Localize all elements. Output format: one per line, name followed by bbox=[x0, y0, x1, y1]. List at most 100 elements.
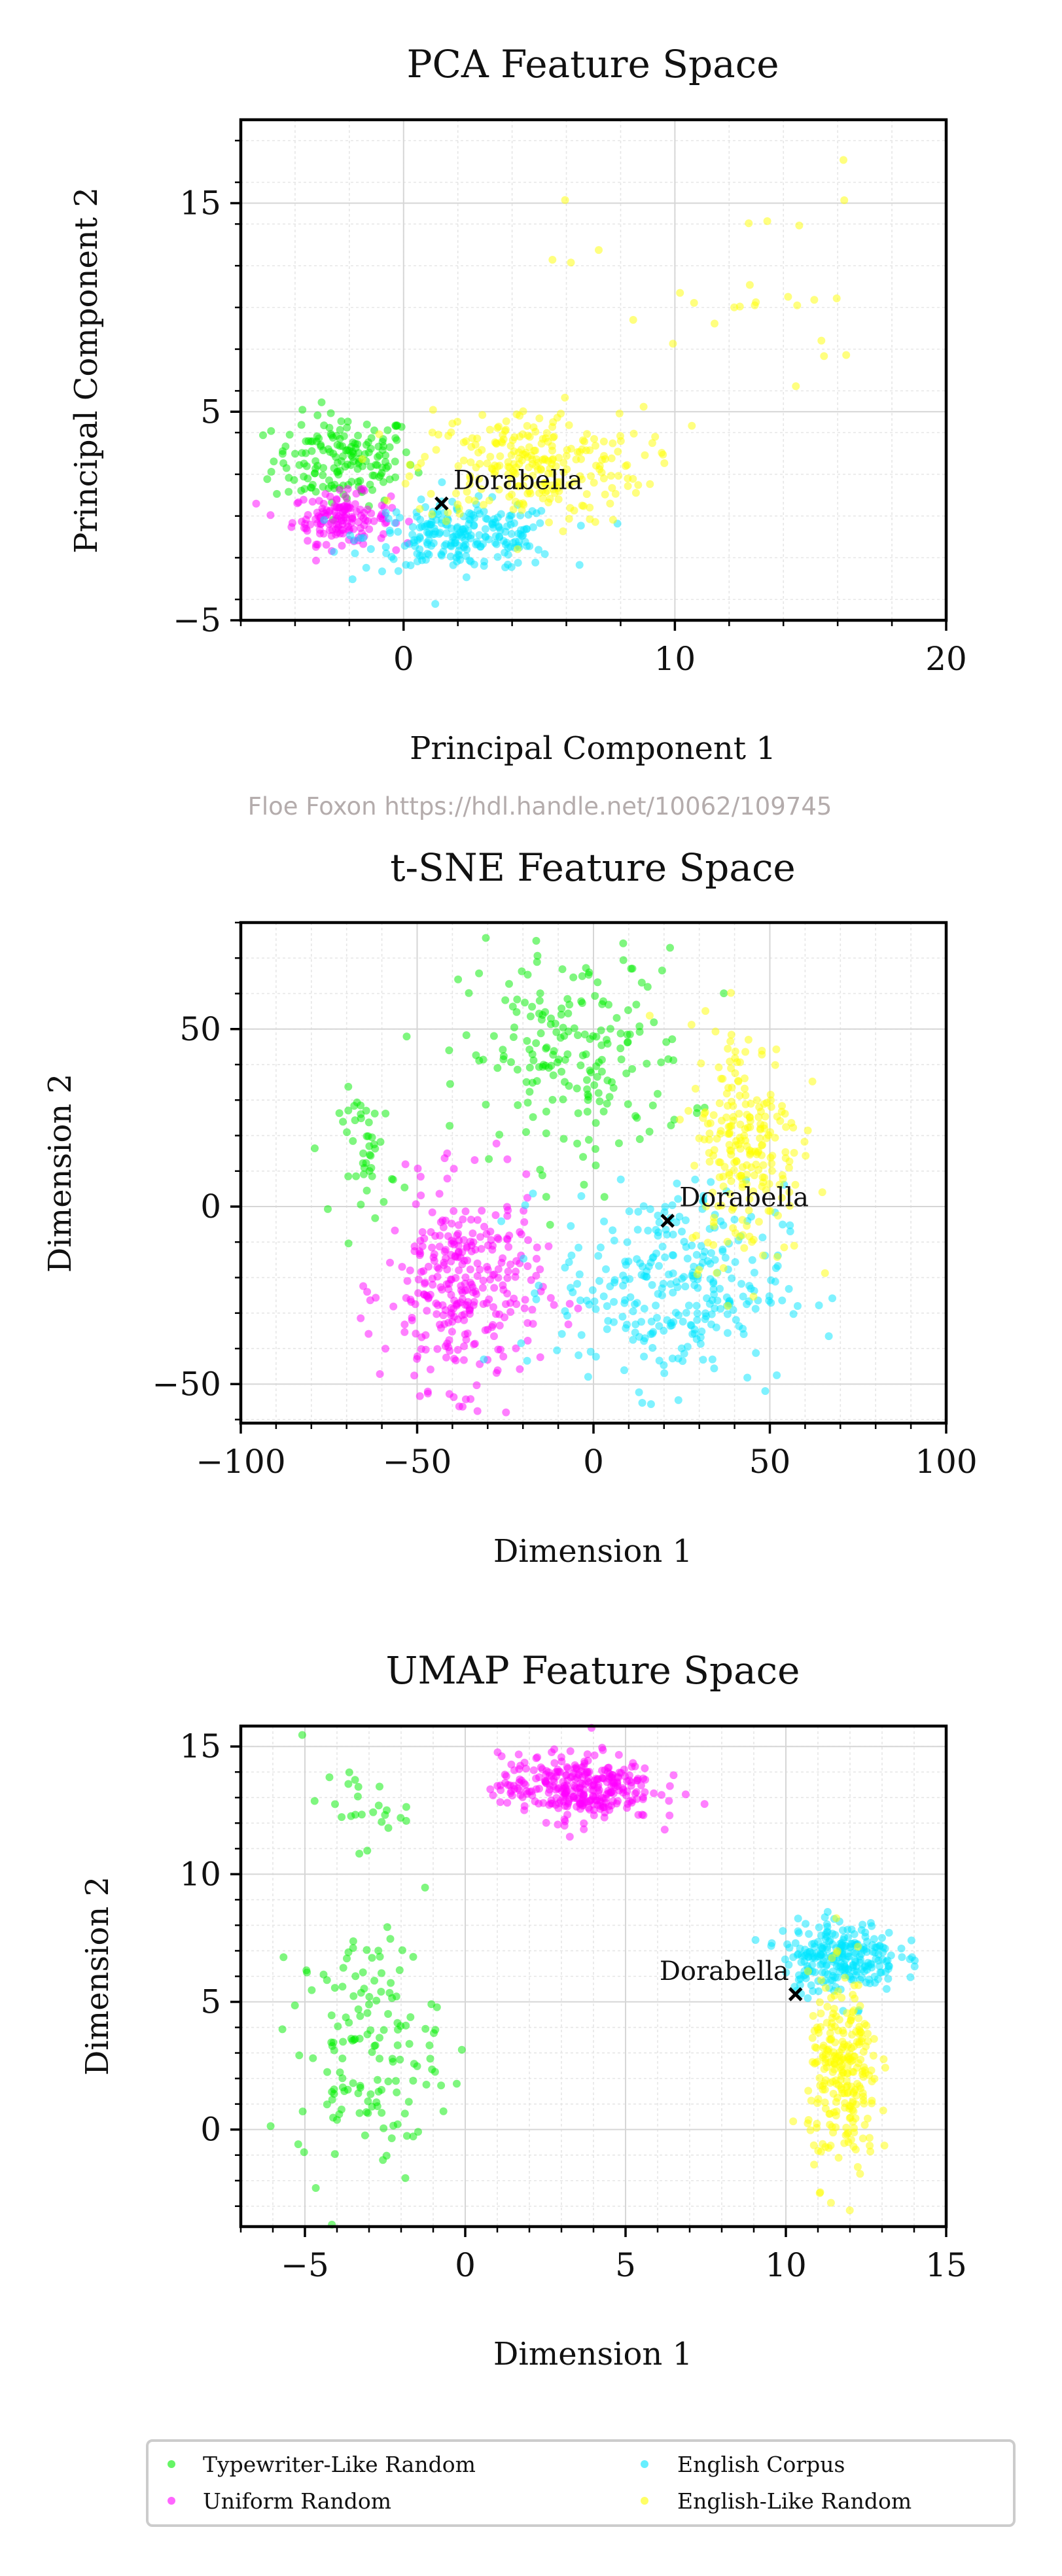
data-point-english-corpus bbox=[417, 522, 426, 531]
data-point-english-corpus bbox=[438, 478, 446, 486]
data-point-typewriter-like-random bbox=[433, 2003, 441, 2011]
data-point-uniform-random bbox=[405, 518, 413, 526]
data-point-typewriter-like-random bbox=[308, 447, 316, 455]
data-point-uniform-random bbox=[506, 1260, 514, 1269]
data-point-english-like-random bbox=[497, 438, 506, 446]
data-point-english-like-random bbox=[480, 501, 487, 509]
data-point-typewriter-like-random bbox=[590, 1081, 599, 1089]
data-point-typewriter-like-random bbox=[410, 2060, 418, 2068]
data-point-uniform-random bbox=[491, 1211, 500, 1220]
data-point-uniform-random bbox=[681, 1790, 690, 1799]
data-point-english-like-random bbox=[806, 2126, 815, 2134]
data-point-typewriter-like-random bbox=[668, 1035, 677, 1044]
data-point-english-like-random bbox=[634, 481, 643, 489]
umap-annotation: Dorabella bbox=[660, 1956, 803, 2002]
data-point-english-corpus bbox=[674, 1396, 682, 1404]
data-point-typewriter-like-random bbox=[389, 2058, 397, 2066]
data-point-english-corpus bbox=[660, 1369, 669, 1377]
data-point-english-like-random bbox=[821, 1269, 829, 1277]
data-point-english-like-random bbox=[729, 1116, 737, 1125]
y-tick-label: 10 bbox=[179, 1855, 221, 1893]
data-point-english-corpus bbox=[603, 1302, 611, 1311]
data-point-typewriter-like-random bbox=[335, 1109, 344, 1118]
data-point-uniform-random bbox=[523, 1193, 531, 1202]
data-point-english-like-random bbox=[659, 450, 667, 459]
data-point-typewriter-like-random bbox=[664, 1055, 673, 1063]
data-point-english-corpus bbox=[561, 1263, 569, 1272]
data-point-typewriter-like-random bbox=[583, 1108, 592, 1116]
data-point-english-corpus bbox=[883, 1985, 891, 1993]
data-point-uniform-random bbox=[443, 1174, 451, 1183]
data-point-uniform-random bbox=[440, 1320, 449, 1328]
data-point-uniform-random bbox=[658, 1791, 665, 1799]
data-point-english-like-random bbox=[607, 472, 615, 480]
data-point-typewriter-like-random bbox=[266, 2122, 275, 2130]
data-point-typewriter-like-random bbox=[593, 1072, 601, 1081]
data-point-typewriter-like-random bbox=[317, 398, 326, 406]
data-point-english-corpus bbox=[633, 1299, 641, 1307]
pca-title: PCA Feature Space bbox=[406, 42, 779, 86]
data-point-typewriter-like-random bbox=[559, 1023, 567, 1032]
data-point-english-like-random bbox=[744, 1036, 752, 1044]
data-point-typewriter-like-random bbox=[598, 1000, 607, 1008]
data-point-english-like-random bbox=[535, 489, 543, 497]
data-point-uniform-random bbox=[484, 1241, 492, 1250]
data-point-english-like-random bbox=[452, 489, 460, 498]
data-point-english-like-random bbox=[496, 452, 504, 461]
data-point-english-like-random bbox=[849, 2117, 857, 2126]
data-point-typewriter-like-random bbox=[363, 1846, 372, 1855]
data-point-uniform-random bbox=[372, 1294, 380, 1302]
data-point-uniform-random bbox=[445, 1390, 453, 1398]
data-point-english-like-random bbox=[754, 1166, 763, 1174]
data-point-english-like-random bbox=[815, 2073, 824, 2082]
data-point-english-like-random bbox=[760, 1173, 769, 1182]
data-point-uniform-random bbox=[504, 1243, 513, 1251]
data-point-english-like-random bbox=[854, 1943, 862, 1951]
data-point-english-corpus bbox=[569, 1288, 577, 1297]
data-point-typewriter-like-random bbox=[563, 1050, 572, 1059]
data-point-typewriter-like-random bbox=[352, 1172, 361, 1180]
data-point-english-like-random bbox=[790, 1241, 798, 1250]
data-point-english-like-random bbox=[860, 2066, 869, 2074]
data-point-uniform-random bbox=[523, 1262, 532, 1271]
data-point-typewriter-like-random bbox=[592, 1119, 600, 1127]
data-point-uniform-random bbox=[552, 1768, 560, 1776]
data-point-english-like-random bbox=[824, 2047, 832, 2056]
data-point-english-like-random bbox=[749, 1187, 757, 1195]
data-point-english-corpus bbox=[453, 524, 461, 533]
data-point-english-corpus bbox=[739, 1292, 747, 1301]
data-point-english-like-random bbox=[587, 472, 595, 480]
y-tick-label: −50 bbox=[152, 1365, 221, 1403]
data-point-typewriter-like-random bbox=[354, 2005, 363, 2013]
data-point-english-like-random bbox=[848, 2030, 856, 2039]
data-point-english-corpus bbox=[531, 1289, 539, 1297]
data-point-uniform-random bbox=[364, 1330, 373, 1338]
data-point-typewriter-like-random bbox=[378, 463, 387, 472]
data-point-english-corpus bbox=[576, 1296, 584, 1305]
data-point-english-corpus bbox=[658, 1284, 666, 1292]
data-point-english-like-random bbox=[817, 2009, 825, 2018]
data-point-uniform-random bbox=[370, 517, 378, 525]
data-point-english-corpus bbox=[588, 1286, 597, 1294]
data-point-english-like-random bbox=[868, 2096, 876, 2105]
pca-grid bbox=[240, 120, 947, 621]
data-point-typewriter-like-random bbox=[339, 452, 347, 461]
data-point-uniform-random bbox=[338, 542, 346, 550]
data-point-english-like-random bbox=[840, 156, 847, 164]
data-point-english-like-random bbox=[827, 1994, 836, 2002]
data-point-typewriter-like-random bbox=[573, 1084, 581, 1093]
data-point-typewriter-like-random bbox=[349, 1937, 357, 1945]
data-point-uniform-random bbox=[546, 1799, 555, 1808]
data-point-english-like-random bbox=[470, 497, 479, 505]
data-point-english-like-random bbox=[785, 1157, 794, 1166]
y-tick-label: 15 bbox=[179, 1727, 221, 1765]
data-point-uniform-random bbox=[502, 1408, 510, 1417]
data-point-english-like-random bbox=[705, 1149, 713, 1157]
data-point-typewriter-like-random bbox=[513, 995, 522, 1004]
data-point-uniform-random bbox=[467, 1216, 475, 1224]
data-point-uniform-random bbox=[321, 490, 330, 498]
data-point-english-like-random bbox=[838, 2066, 845, 2074]
data-point-typewriter-like-random bbox=[357, 1101, 365, 1110]
data-point-english-like-random bbox=[834, 2026, 842, 2035]
data-point-typewriter-like-random bbox=[445, 1046, 453, 1055]
